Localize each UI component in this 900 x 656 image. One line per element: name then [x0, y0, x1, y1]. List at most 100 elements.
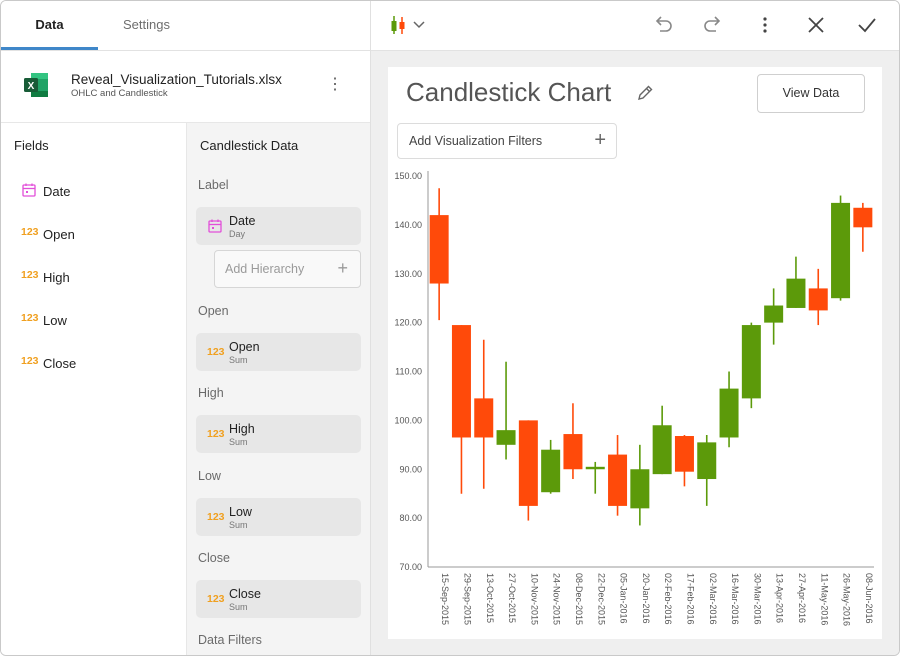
x-tick-label: 30-Mar-2016 — [752, 573, 762, 625]
y-tick-label: 100.00 — [394, 415, 422, 425]
candle-body — [764, 305, 784, 323]
x-tick-label: 16-Mar-2016 — [730, 573, 740, 625]
candlestick-chart: 70.00 80.00 90.00 100.00 110.00 120.00 130.00 1… — [394, 171, 874, 626]
plus-icon: + — [594, 129, 606, 151]
more-options-icon[interactable]: ⋮ — [327, 76, 343, 93]
field-item-low[interactable]: 123 Low — [1, 305, 186, 335]
data-source-header: X Reveal_Visualization_Tutorials.xlsx OH… — [1, 51, 370, 123]
x-tick-label: 13-Oct-2015 — [485, 573, 495, 623]
x-tick-label: 05-Jan-2016 — [619, 573, 629, 624]
visualization-card: Candlestick Chart View Data Add Visualiz… — [388, 67, 882, 639]
close-field-pill[interactable]: 123 Close Sum — [196, 580, 361, 618]
numeric-icon: 123 — [21, 269, 39, 281]
y-tick-label: 130.00 — [394, 269, 422, 279]
excel-icon: X — [24, 73, 48, 97]
edit-pencil-icon[interactable] — [636, 84, 654, 102]
tab-data[interactable]: Data — [35, 17, 64, 32]
field-label: Open — [43, 227, 75, 242]
numeric-icon: 123 — [21, 226, 39, 238]
plus-icon: + — [337, 258, 348, 278]
calendar-icon — [208, 219, 222, 233]
label-section-title: Label — [198, 178, 229, 192]
x-tick-label: 08-Jun-2016 — [864, 573, 874, 624]
numeric-icon: 123 — [207, 511, 225, 523]
x-tick-label: 15-Sep-2015 — [440, 573, 450, 625]
file-name: Reveal_Visualization_Tutorials.xlsx — [71, 72, 282, 87]
field-label: High — [43, 270, 70, 285]
candle-body — [585, 466, 605, 470]
x-tick-label: 26-May-2016 — [842, 573, 852, 626]
field-item-high[interactable]: 123 High — [1, 262, 186, 292]
more-icon[interactable] — [753, 13, 777, 37]
fields-panel: Fields Date 123 Open 123 High — [1, 123, 187, 655]
y-tick-label: 150.00 — [394, 171, 422, 181]
x-tick-label: 20-Jan-2016 — [641, 573, 651, 624]
x-tick-label: 24-Nov-2015 — [552, 573, 562, 625]
field-item-open[interactable]: 123 Open — [1, 219, 186, 249]
undo-icon[interactable] — [651, 13, 675, 37]
label-field-date[interactable]: Date Day — [196, 207, 361, 245]
chart-title[interactable]: Candlestick Chart — [406, 77, 612, 107]
close-section-title: Close — [198, 551, 230, 565]
x-tick-label: 02-Feb-2016 — [663, 573, 673, 625]
candle-body — [541, 449, 561, 493]
candle-body — [474, 398, 494, 438]
candle-body — [831, 202, 851, 299]
tab-settings[interactable]: Settings — [123, 17, 170, 32]
candle-body — [697, 442, 717, 480]
field-item-close[interactable]: 123 Close — [1, 348, 186, 378]
candle-body — [652, 425, 672, 475]
left-panel: Data Settings X Reveal_Visualization_Tut… — [1, 1, 371, 655]
x-tick-label: 08-Dec-2015 — [574, 573, 584, 625]
field-label: Date — [43, 184, 71, 199]
numeric-icon: 123 — [21, 355, 39, 367]
candle-body — [608, 454, 628, 506]
view-data-button[interactable]: View Data — [757, 74, 865, 113]
pill-sub: Sum — [229, 437, 248, 447]
file-subtitle: OHLC and Candlestick — [71, 88, 168, 99]
x-tick-label: 13-Apr-2016 — [775, 573, 785, 623]
x-tick-label: 11-May-2016 — [819, 573, 829, 625]
candle-body — [563, 434, 583, 470]
field-label: Low — [43, 313, 67, 328]
editor-toolbar — [371, 1, 899, 51]
pill-name: Close — [229, 587, 261, 601]
check-icon[interactable] — [855, 13, 879, 37]
pill-name: Date — [229, 214, 256, 228]
filters-label: Add Visualization Filters — [409, 134, 543, 148]
low-section-title: Low — [198, 469, 221, 483]
pill-sub: Sum — [229, 355, 248, 365]
field-item-date[interactable]: Date — [1, 176, 186, 206]
candle-body — [719, 388, 739, 438]
x-tick-label: 27-Apr-2016 — [797, 573, 807, 623]
candle-body — [674, 436, 694, 472]
open-field-pill[interactable]: 123 Open Sum — [196, 333, 361, 371]
pill-name: Open — [229, 340, 260, 354]
low-field-pill[interactable]: 123 Low Sum — [196, 498, 361, 536]
x-tick-label: 27-Oct-2015 — [507, 573, 517, 623]
close-icon[interactable] — [804, 13, 828, 37]
candle-body — [518, 420, 538, 506]
x-tick-label: 17-Feb-2016 — [685, 573, 695, 625]
high-field-pill[interactable]: 123 High Sum — [196, 415, 361, 453]
numeric-icon: 123 — [207, 428, 225, 440]
x-tick-label: 02-Mar-2016 — [708, 573, 718, 625]
candle-body — [496, 430, 516, 445]
numeric-icon: 123 — [21, 312, 39, 324]
candle-body — [429, 215, 449, 284]
pill-name: High — [229, 422, 255, 436]
pill-sub: Day — [229, 229, 246, 239]
candle-body — [630, 469, 650, 509]
y-tick-label: 110.00 — [395, 367, 422, 377]
redo-icon[interactable] — [701, 13, 725, 37]
right-panel: Candlestick Chart View Data Add Visualiz… — [371, 1, 899, 655]
numeric-icon: 123 — [207, 346, 225, 358]
open-section-title: Open — [198, 304, 229, 318]
pill-sub: Sum — [229, 520, 248, 530]
add-visualization-filters-button[interactable]: Add Visualization Filters + — [397, 123, 617, 159]
pill-name: Low — [229, 505, 252, 519]
candlestick-type-icon[interactable] — [389, 13, 429, 37]
y-tick-label: 120.00 — [394, 318, 422, 328]
add-hierarchy-button[interactable]: Add Hierarchy + — [214, 250, 361, 288]
